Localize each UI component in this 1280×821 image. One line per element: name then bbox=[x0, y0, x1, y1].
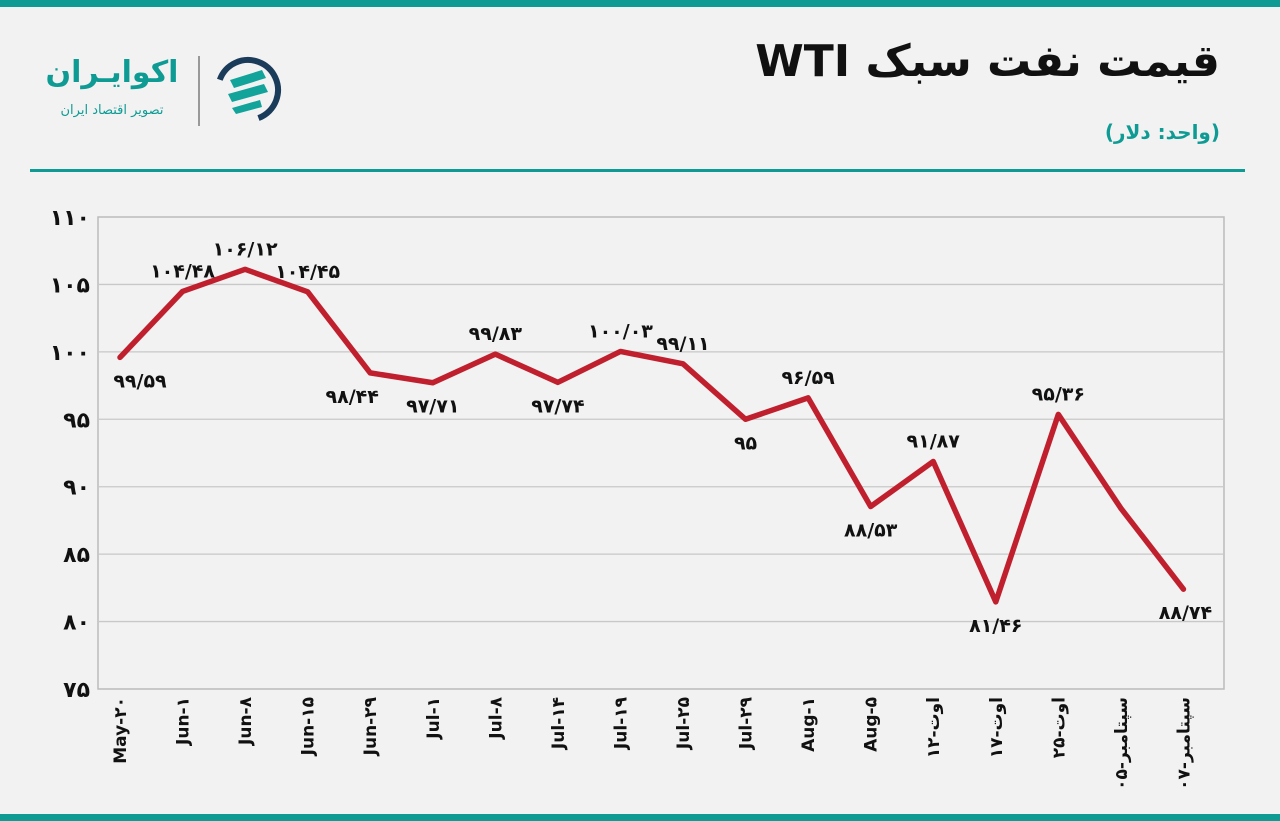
top-accent-bar bbox=[0, 0, 1280, 7]
data-label: ۱۰۴/۴۵ bbox=[275, 261, 340, 283]
y-tick-label: ۹۵ bbox=[63, 408, 90, 433]
data-label: ۸۸/۷۴ bbox=[1159, 602, 1212, 624]
x-tick-label: Jul-۲۵ bbox=[674, 697, 694, 750]
x-tick-label: ۱۲-اوت bbox=[924, 697, 944, 758]
x-tick-label: Jul-۸ bbox=[486, 696, 506, 739]
data-label: ۱۰۰/۰۳ bbox=[588, 320, 653, 342]
chart-title: قیمت نفت سبک WTI bbox=[755, 36, 1220, 87]
bottom-accent-bar bbox=[0, 814, 1280, 821]
y-tick-label: ۱۱۰ bbox=[50, 206, 90, 231]
data-label: ۹۱/۸۷ bbox=[907, 430, 961, 452]
data-label: ۹۵ bbox=[734, 432, 758, 454]
x-tick-label: May-۲۰ bbox=[111, 697, 131, 764]
x-tick-label: Jul-۱۴ bbox=[549, 697, 569, 750]
x-tick-label: Jul-۱ bbox=[424, 697, 444, 740]
y-tick-label: ۸۰ bbox=[63, 611, 90, 636]
data-label: ۹۹/۸۳ bbox=[469, 323, 523, 345]
x-tick-label: ۰۵-سپتامبر bbox=[1112, 697, 1132, 790]
brand-name: اکوایـران bbox=[45, 55, 179, 90]
brand-tagline: تصویر اقتصاد ایران bbox=[60, 103, 164, 118]
x-tick-label: Jun-۱ bbox=[174, 697, 194, 746]
header-rule bbox=[30, 169, 1245, 172]
x-tick-label: ۰۷-سپتامبر bbox=[1174, 697, 1194, 790]
y-tick-label: ۱۰۰ bbox=[50, 341, 90, 366]
data-label: ۱۰۴/۴۸ bbox=[150, 260, 215, 282]
y-tick-label: ۸۵ bbox=[63, 543, 90, 568]
data-label: ۹۹/۵۹ bbox=[113, 370, 167, 392]
logo-divider bbox=[198, 56, 200, 126]
price-line bbox=[117, 266, 1187, 605]
data-label: ۹۷/۷۱ bbox=[406, 396, 459, 418]
x-tick-label: ۲۵-اوت bbox=[1049, 697, 1069, 758]
data-label: ۱۰۶/۱۲ bbox=[213, 238, 278, 260]
data-label: ۹۵/۳۶ bbox=[1032, 383, 1085, 405]
x-tick-label: Jul-۱۹ bbox=[611, 696, 631, 750]
x-tick-label: Aug-۱ bbox=[799, 697, 819, 752]
plot-area bbox=[97, 216, 1225, 690]
data-label: ۹۶/۵۹ bbox=[781, 367, 835, 389]
x-tick-label: Jun-۱۵ bbox=[299, 697, 319, 756]
brand-logo-icon bbox=[215, 57, 281, 124]
unit-label: (واحد: دلار) bbox=[1104, 120, 1220, 144]
data-label: ۹۸/۴۴ bbox=[326, 386, 379, 408]
x-tick-label: Jun-۸ bbox=[236, 696, 256, 746]
y-tick-label: ۱۰۵ bbox=[50, 273, 90, 298]
y-tick-label: ۷۵ bbox=[63, 678, 90, 703]
data-label: ۹۷/۷۴ bbox=[531, 395, 584, 417]
data-label: ۸۸/۵۳ bbox=[844, 520, 898, 542]
y-tick-label: ۹۰ bbox=[63, 476, 90, 501]
data-label: ۸۱/۴۶ bbox=[969, 615, 1022, 637]
x-tick-label: Jul-۲۹ bbox=[737, 696, 757, 750]
x-tick-label: Jun-۲۹ bbox=[361, 696, 381, 756]
x-tick-label: ۱۷-اوت bbox=[987, 697, 1007, 758]
data-label: ۹۹/۱۱ bbox=[656, 333, 709, 355]
x-tick-label: Aug-۵ bbox=[862, 697, 882, 752]
